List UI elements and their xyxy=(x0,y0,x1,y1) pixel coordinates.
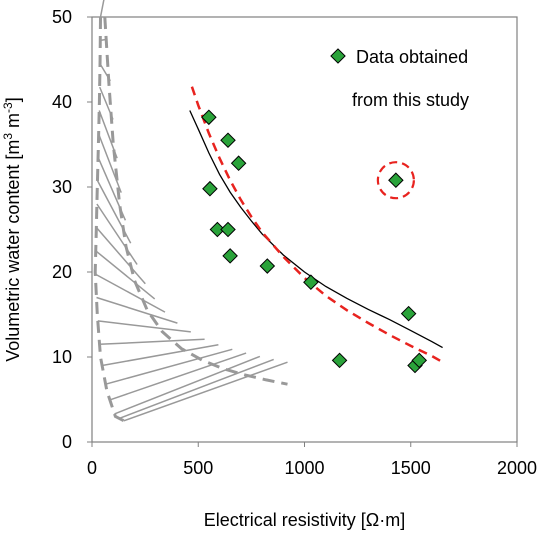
hatch-line xyxy=(101,344,219,367)
hatch-line xyxy=(100,38,108,42)
data-point xyxy=(400,305,417,322)
fit-curve-dashed xyxy=(190,86,444,364)
hatch-line xyxy=(96,180,132,244)
data-point xyxy=(202,180,218,197)
data-point xyxy=(220,221,236,238)
fit-curve-solid xyxy=(189,110,443,349)
x-tick-label: 0 xyxy=(87,458,97,478)
data-point xyxy=(230,155,247,171)
data-point xyxy=(201,109,217,126)
hatch-line xyxy=(105,348,233,385)
hatch-line xyxy=(94,273,166,313)
hatch-line xyxy=(98,110,118,159)
data-point xyxy=(220,132,236,149)
x-tick-label: 1500 xyxy=(391,458,431,478)
y-axis-title-end: ] xyxy=(3,97,23,102)
data-point xyxy=(388,172,404,188)
y-tick-label: 30 xyxy=(52,177,72,197)
y-axis-title-sup2: -3 xyxy=(1,102,15,113)
y-tick-label: 40 xyxy=(52,92,72,112)
x-axis-title: Electrical resistivity [Ω·m] xyxy=(204,510,405,530)
data-point xyxy=(209,221,226,238)
data-point xyxy=(303,274,319,290)
data-point xyxy=(331,352,348,369)
hatch-line xyxy=(99,0,105,18)
hatch-line xyxy=(95,226,146,285)
hatch-line xyxy=(99,338,205,346)
hatch-line xyxy=(114,355,261,415)
x-tick-label: 2000 xyxy=(497,458,537,478)
hatch-line xyxy=(97,157,127,221)
y-tick-label: 0 xyxy=(62,432,72,452)
y-tick-label: 20 xyxy=(52,262,72,282)
fit-curves xyxy=(189,86,444,364)
y-axis-title: Volumetric water content [m3 m-3] xyxy=(1,97,23,361)
hatch-right-boundary xyxy=(103,16,288,386)
hatch-line xyxy=(96,296,178,324)
x-tick-label: 500 xyxy=(183,458,213,478)
hatch-line xyxy=(97,320,191,333)
y-axis-title-main: Volumetric water content [m xyxy=(3,140,23,362)
y-axis-title-mid: m xyxy=(3,113,23,133)
data-point xyxy=(222,248,238,264)
data-point xyxy=(259,258,276,274)
highlight-circle-outline xyxy=(376,161,415,200)
highlight-circle xyxy=(376,161,415,200)
hatch-line xyxy=(95,250,156,300)
hatch-line xyxy=(97,133,122,193)
y-axis-title-sup1: 3 xyxy=(1,133,15,140)
hatch-line xyxy=(109,352,247,401)
hatch-line xyxy=(99,63,111,82)
x-tick-label: 1000 xyxy=(284,458,324,478)
y-tick-label: 10 xyxy=(52,347,72,367)
y-tick-label: 50 xyxy=(52,7,72,27)
legend-label-line1: Data obtained xyxy=(356,47,468,67)
hatched-region xyxy=(93,0,288,423)
hatch-line xyxy=(99,86,114,120)
legend-marker-diamond xyxy=(330,48,346,64)
legend-label-line2: from this study xyxy=(352,90,469,110)
legend: Data obtained from this study xyxy=(330,47,469,110)
hatch-line xyxy=(123,361,288,422)
axis-ticks: 0 500 1000 1500 2000 0 10 20 30 40 50 xyxy=(52,7,537,478)
hatch-line xyxy=(96,203,138,265)
hatch-line xyxy=(118,358,274,420)
data-points xyxy=(201,109,428,374)
data-point xyxy=(411,352,428,369)
